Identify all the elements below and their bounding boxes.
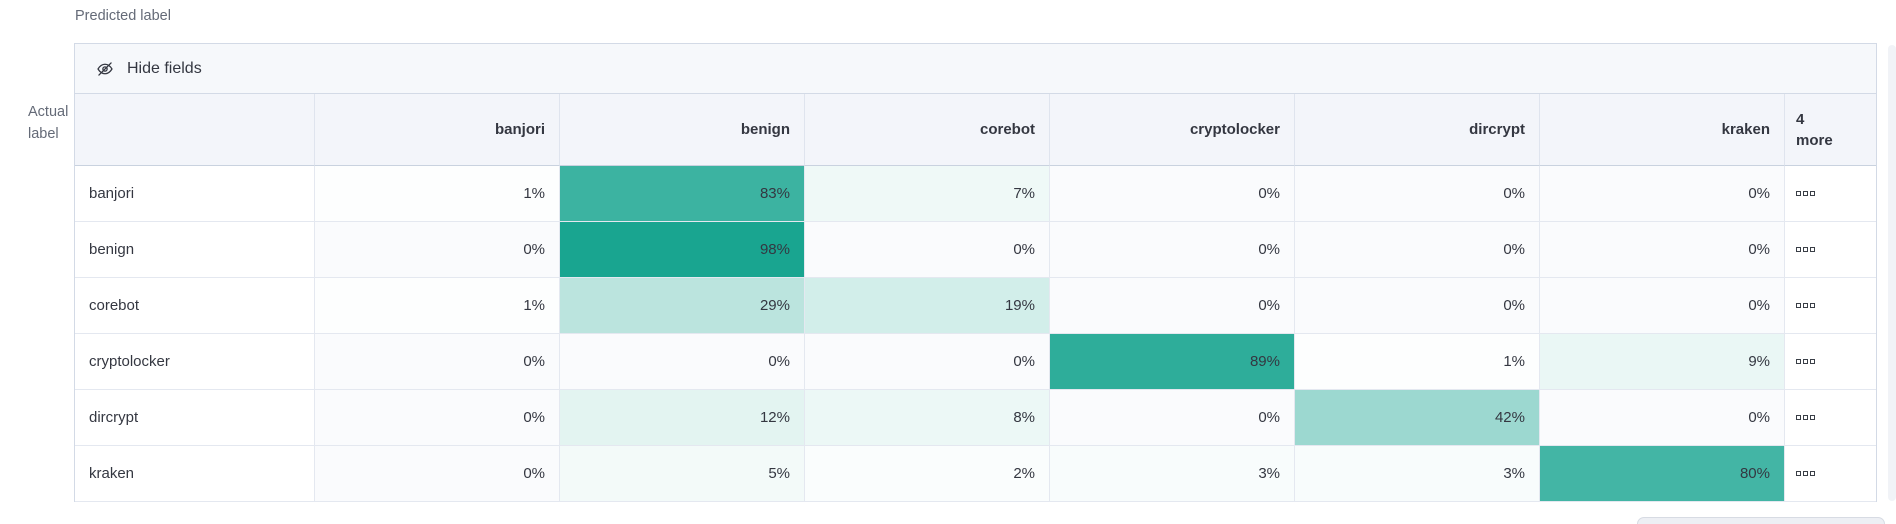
matrix-cell-banjori-dircrypt: 0% bbox=[1295, 166, 1540, 222]
confusion-matrix-panel: Hide fields banjori benign corebot cryptolo… bbox=[74, 43, 1877, 502]
more-values-button-cryptolocker[interactable] bbox=[1785, 334, 1876, 390]
matrix-cell-banjori-banjori: 1% bbox=[315, 166, 560, 222]
column-header-banjori[interactable]: banjori bbox=[315, 94, 560, 166]
matrix-cell-cryptolocker-banjori: 0% bbox=[315, 334, 560, 390]
more-values-button-banjori[interactable] bbox=[1785, 166, 1876, 222]
hide-fields-button[interactable]: Hide fields bbox=[75, 44, 1876, 94]
vertical-scrollbar[interactable] bbox=[1888, 45, 1896, 501]
matrix-cell-dircrypt-cryptolocker: 0% bbox=[1050, 390, 1295, 446]
matrix-cell-kraken-cryptolocker: 3% bbox=[1050, 446, 1295, 502]
matrix-cell-kraken-banjori: 0% bbox=[315, 446, 560, 502]
matrix-cell-corebot-kraken: 0% bbox=[1540, 278, 1785, 334]
matrix-cell-benign-corebot: 0% bbox=[805, 222, 1050, 278]
matrix-cell-cryptolocker-dircrypt: 1% bbox=[1295, 334, 1540, 390]
more-values-button-kraken[interactable] bbox=[1785, 446, 1876, 502]
boxes-horizontal-icon bbox=[1810, 415, 1815, 420]
matrix-cell-banjori-cryptolocker: 0% bbox=[1050, 166, 1295, 222]
boxes-horizontal-icon bbox=[1796, 415, 1801, 420]
column-header-kraken[interactable]: kraken bbox=[1540, 94, 1785, 166]
horizontal-scrollbar[interactable] bbox=[1637, 517, 1885, 524]
matrix-cell-corebot-benign: 29% bbox=[560, 278, 805, 334]
boxes-horizontal-icon bbox=[1803, 471, 1808, 476]
boxes-horizontal-icon bbox=[1796, 471, 1801, 476]
matrix-cell-dircrypt-kraken: 0% bbox=[1540, 390, 1785, 446]
column-header-cryptolocker[interactable]: cryptolocker bbox=[1050, 94, 1295, 166]
header-corner-cell bbox=[75, 94, 315, 166]
eye-closed-icon bbox=[96, 60, 114, 78]
boxes-horizontal-icon bbox=[1803, 415, 1808, 420]
matrix-cell-benign-benign: 98% bbox=[560, 222, 805, 278]
actual-axis-label: Actual label bbox=[28, 101, 68, 145]
boxes-horizontal-icon bbox=[1796, 359, 1801, 364]
matrix-cell-cryptolocker-benign: 0% bbox=[560, 334, 805, 390]
row-label-kraken: kraken bbox=[75, 446, 315, 502]
boxes-horizontal-icon bbox=[1796, 303, 1801, 308]
matrix-cell-benign-cryptolocker: 0% bbox=[1050, 222, 1295, 278]
matrix-cell-kraken-dircrypt: 3% bbox=[1295, 446, 1540, 502]
hide-fields-label: Hide fields bbox=[127, 59, 202, 77]
matrix-cell-benign-kraken: 0% bbox=[1540, 222, 1785, 278]
matrix-cell-cryptolocker-corebot: 0% bbox=[805, 334, 1050, 390]
matrix-cell-corebot-banjori: 1% bbox=[315, 278, 560, 334]
row-label-banjori: banjori bbox=[75, 166, 315, 222]
boxes-horizontal-icon bbox=[1803, 303, 1808, 308]
matrix-cell-corebot-corebot: 19% bbox=[805, 278, 1050, 334]
boxes-horizontal-icon bbox=[1803, 191, 1808, 196]
matrix-cell-kraken-benign: 5% bbox=[560, 446, 805, 502]
row-label-dircrypt: dircrypt bbox=[75, 390, 315, 446]
column-header-dircrypt[interactable]: dircrypt bbox=[1295, 94, 1540, 166]
boxes-horizontal-icon bbox=[1803, 359, 1808, 364]
matrix-cell-cryptolocker-kraken: 9% bbox=[1540, 334, 1785, 390]
boxes-horizontal-icon bbox=[1810, 247, 1815, 252]
matrix-cell-kraken-kraken: 80% bbox=[1540, 446, 1785, 502]
matrix-cell-benign-dircrypt: 0% bbox=[1295, 222, 1540, 278]
row-label-cryptolocker: cryptolocker bbox=[75, 334, 315, 390]
row-label-benign: benign bbox=[75, 222, 315, 278]
more-values-button-corebot[interactable] bbox=[1785, 278, 1876, 334]
matrix-cell-corebot-dircrypt: 0% bbox=[1295, 278, 1540, 334]
more-values-button-dircrypt[interactable] bbox=[1785, 390, 1876, 446]
matrix-cell-cryptolocker-cryptolocker: 89% bbox=[1050, 334, 1295, 390]
boxes-horizontal-icon bbox=[1810, 191, 1815, 196]
boxes-horizontal-icon bbox=[1796, 191, 1801, 196]
column-header-benign[interactable]: benign bbox=[560, 94, 805, 166]
more-word: more bbox=[1796, 131, 1833, 149]
matrix-cell-banjori-benign: 83% bbox=[560, 166, 805, 222]
column-header-more[interactable]: 4 more bbox=[1785, 94, 1876, 166]
more-values-button-benign[interactable] bbox=[1785, 222, 1876, 278]
row-label-corebot: corebot bbox=[75, 278, 315, 334]
boxes-horizontal-icon bbox=[1810, 471, 1815, 476]
actual-axis-label-line1: Actual bbox=[28, 104, 69, 120]
boxes-horizontal-icon bbox=[1810, 303, 1815, 308]
boxes-horizontal-icon bbox=[1796, 247, 1801, 252]
boxes-horizontal-icon bbox=[1810, 359, 1815, 364]
matrix-cell-benign-banjori: 0% bbox=[315, 222, 560, 278]
actual-axis-label-line2: label bbox=[28, 126, 59, 142]
matrix-cell-dircrypt-corebot: 8% bbox=[805, 390, 1050, 446]
boxes-horizontal-icon bbox=[1803, 247, 1808, 252]
predicted-axis-label: Predicted label bbox=[75, 8, 171, 24]
matrix-cell-banjori-corebot: 7% bbox=[805, 166, 1050, 222]
matrix-cell-kraken-corebot: 2% bbox=[805, 446, 1050, 502]
more-count: 4 bbox=[1796, 110, 1805, 128]
matrix-cell-dircrypt-benign: 12% bbox=[560, 390, 805, 446]
matrix-cell-banjori-kraken: 0% bbox=[1540, 166, 1785, 222]
matrix-cell-corebot-cryptolocker: 0% bbox=[1050, 278, 1295, 334]
matrix-cell-dircrypt-banjori: 0% bbox=[315, 390, 560, 446]
column-header-corebot[interactable]: corebot bbox=[805, 94, 1050, 166]
matrix-cell-dircrypt-dircrypt: 42% bbox=[1295, 390, 1540, 446]
confusion-matrix-grid: banjori benign corebot cryptolocker dircrypt… bbox=[75, 94, 1876, 502]
